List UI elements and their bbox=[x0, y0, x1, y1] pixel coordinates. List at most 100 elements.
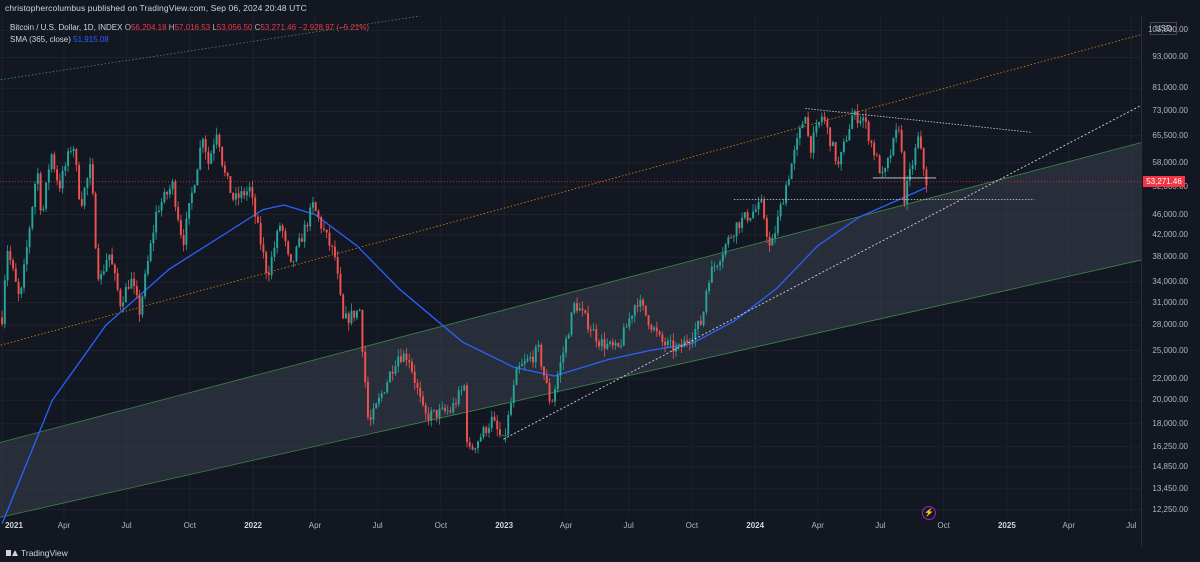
candle-body bbox=[848, 129, 851, 141]
candle-body bbox=[537, 344, 540, 347]
candle-body bbox=[595, 329, 598, 342]
candle-body bbox=[738, 222, 741, 228]
candle-body bbox=[710, 266, 713, 283]
candle-body bbox=[138, 295, 141, 315]
price-tick-label: 46,000.00 bbox=[1152, 209, 1188, 219]
candle-body bbox=[587, 312, 590, 330]
candle-body bbox=[174, 181, 177, 207]
legend-symbol[interactable]: Bitcoin / U.S. Dollar, 1D, INDEX bbox=[10, 23, 123, 32]
candle-body bbox=[438, 408, 441, 418]
candle-body bbox=[482, 427, 485, 438]
candle-body bbox=[719, 261, 722, 266]
candle-body bbox=[193, 185, 196, 193]
candle-body bbox=[86, 178, 89, 188]
candle-body bbox=[449, 410, 452, 413]
candle-body bbox=[534, 346, 537, 363]
candle-body bbox=[884, 168, 887, 172]
candle-body bbox=[427, 413, 430, 421]
candle-body bbox=[102, 271, 105, 275]
candle-body bbox=[97, 248, 100, 280]
candle-body bbox=[664, 341, 667, 346]
candle-body bbox=[622, 327, 625, 346]
candle-body bbox=[127, 286, 130, 289]
candle-body bbox=[232, 192, 235, 200]
candle-body bbox=[53, 154, 56, 170]
candle-body bbox=[190, 192, 193, 204]
candle-body bbox=[782, 203, 785, 205]
candle-body bbox=[144, 273, 147, 297]
candle-body bbox=[435, 409, 438, 418]
candle-body bbox=[364, 351, 367, 382]
candle-body bbox=[9, 250, 12, 261]
price-tick-label: 93,000.00 bbox=[1152, 52, 1188, 62]
candle-body bbox=[303, 224, 306, 242]
candle-body bbox=[430, 410, 433, 421]
candle-body bbox=[518, 365, 521, 369]
candle-body bbox=[493, 416, 496, 421]
candle-body bbox=[567, 334, 570, 339]
candle-body bbox=[617, 343, 620, 347]
candle-body bbox=[642, 299, 645, 306]
lightning-event-icon[interactable]: ⚡ bbox=[922, 506, 936, 520]
legend-sma-label[interactable]: SMA (365, close) bbox=[10, 35, 71, 44]
candle-body bbox=[878, 155, 881, 174]
candle-body bbox=[424, 405, 427, 414]
candle-body bbox=[845, 140, 848, 142]
candle-body bbox=[306, 224, 309, 227]
candle-body bbox=[408, 360, 411, 362]
candle-body bbox=[89, 164, 92, 179]
candle-body bbox=[873, 142, 876, 156]
time-tick-label: Apr bbox=[559, 521, 573, 530]
sma-365-line bbox=[1, 186, 927, 524]
last-price-badge: 53,271.46 bbox=[1143, 176, 1185, 188]
currency-label[interactable]: USD bbox=[1150, 22, 1177, 35]
legend-low-label: L bbox=[212, 23, 217, 32]
candle-body bbox=[259, 222, 262, 245]
candle-body bbox=[708, 282, 711, 292]
time-tick-label: Jul bbox=[372, 521, 383, 530]
publish-bar: christophercolumbus published on Trading… bbox=[0, 0, 1200, 16]
candle-body bbox=[490, 416, 493, 429]
candle-body bbox=[402, 353, 405, 362]
candle-body bbox=[124, 286, 127, 303]
legend-close: 53,271.46 bbox=[260, 23, 297, 32]
candle-body bbox=[919, 136, 922, 149]
candle-body bbox=[251, 187, 254, 198]
candle-body bbox=[776, 216, 779, 234]
candle-body bbox=[600, 339, 603, 347]
legend-low: 53,056.50 bbox=[216, 23, 253, 32]
candle-body bbox=[455, 403, 457, 405]
candle-body bbox=[628, 318, 631, 327]
price-axis[interactable] bbox=[1141, 16, 1200, 546]
candle-body bbox=[452, 403, 455, 413]
candle-body bbox=[17, 281, 20, 295]
candle-body bbox=[559, 362, 562, 376]
candle-body bbox=[886, 157, 889, 169]
candle-body bbox=[298, 238, 301, 247]
candle-body bbox=[353, 310, 356, 318]
legend-sma-row: SMA (365, close) 51,915.08 bbox=[10, 34, 369, 46]
candle-body bbox=[333, 246, 336, 258]
legend-open: 56,204.18 bbox=[130, 23, 167, 32]
candle-body bbox=[914, 147, 917, 165]
candle-body bbox=[892, 137, 895, 156]
candle-body bbox=[576, 303, 578, 311]
candle-body bbox=[240, 191, 243, 198]
candle-body bbox=[499, 429, 501, 436]
candle-body bbox=[743, 212, 746, 218]
price-tick-label: 16,250.00 bbox=[1152, 441, 1188, 451]
candle-body bbox=[25, 247, 28, 265]
candle-body bbox=[908, 169, 911, 181]
candle-body bbox=[325, 229, 328, 233]
time-tick-label: Oct bbox=[434, 521, 448, 530]
candle-body bbox=[6, 250, 9, 281]
tradingview-logo[interactable]: TradingView bbox=[6, 548, 68, 558]
price-tick-label: 65,500.00 bbox=[1152, 130, 1188, 140]
price-tick-label: 38,000.00 bbox=[1152, 252, 1188, 262]
candle-body bbox=[361, 310, 364, 352]
candle-body bbox=[925, 169, 928, 186]
price-tick-label: 73,000.00 bbox=[1152, 106, 1188, 116]
candle-body bbox=[515, 368, 518, 385]
candle-body bbox=[501, 435, 504, 437]
